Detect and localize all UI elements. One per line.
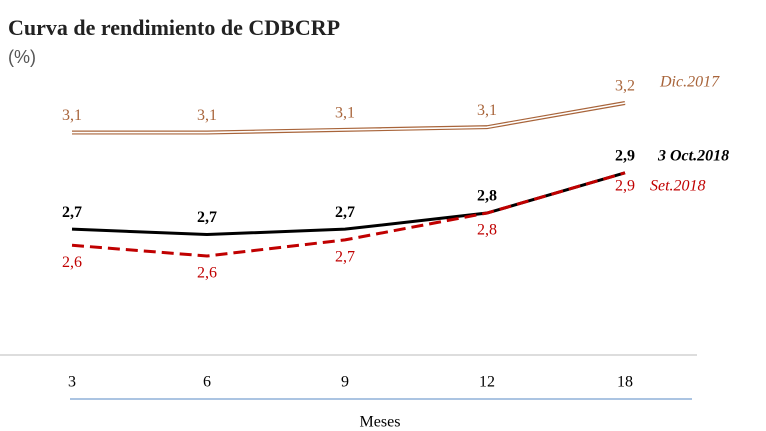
data-label: 2,7	[197, 209, 217, 226]
chart-subtitle: (%)	[8, 47, 36, 67]
x-axis-label: Meses	[360, 414, 401, 431]
x-tick-label: 6	[203, 374, 211, 391]
legend-label: Set.2018	[650, 177, 706, 194]
legend-label: Dic.2017	[659, 74, 720, 91]
line	[72, 102, 626, 134]
data-label: 2,8	[477, 188, 497, 205]
data-label: 2,7	[62, 204, 82, 221]
line	[71, 171, 626, 237]
data-label: 3,1	[477, 102, 497, 119]
x-tick-label: 12	[479, 374, 495, 391]
data-label: 3,1	[197, 107, 217, 124]
data-label: 2,7	[335, 204, 355, 221]
data-label: 2,7	[335, 249, 355, 266]
data-label: 3,1	[335, 105, 355, 122]
data-label: 2,8	[477, 222, 497, 239]
x-tick-label: 9	[341, 374, 349, 391]
legend-label: 3 Oct.2018	[657, 147, 729, 164]
data-label: 2,9	[615, 147, 635, 164]
x-tick-label: 18	[617, 374, 633, 391]
data-label: 2,9	[615, 177, 635, 194]
chart-title: Curva de rendimiento de CDBCRP	[8, 15, 340, 40]
data-label: 3,1	[62, 107, 82, 124]
data-label: 2,6	[62, 254, 82, 271]
data-label: 2,6	[197, 265, 217, 282]
x-tick-label: 3	[68, 374, 76, 391]
line	[71, 171, 626, 258]
data-label: 3,2	[615, 78, 635, 95]
